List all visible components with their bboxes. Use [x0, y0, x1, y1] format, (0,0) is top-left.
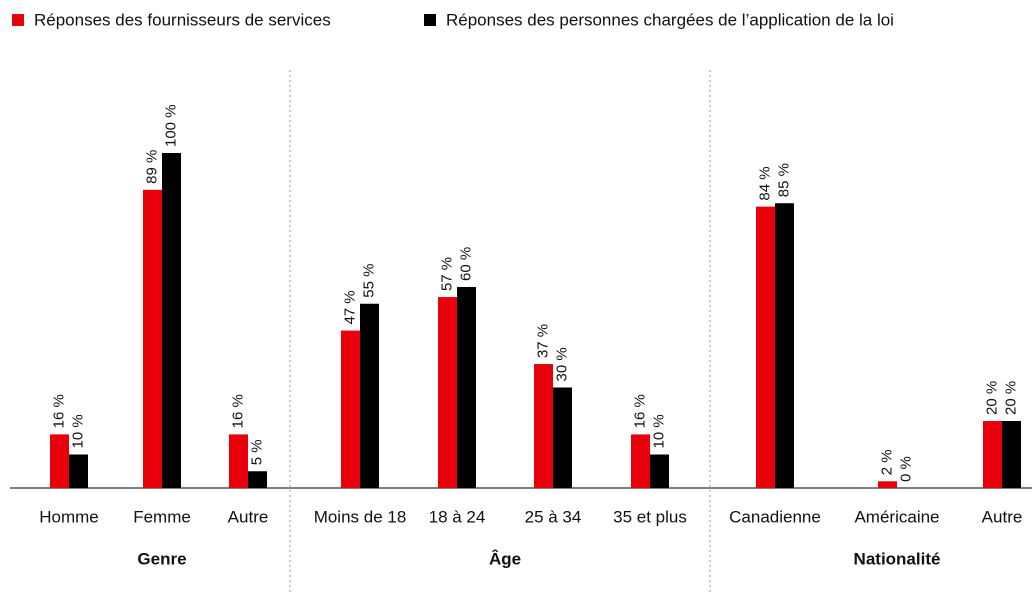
- value-label: 10 %: [650, 414, 667, 448]
- value-label: 16 %: [229, 394, 246, 428]
- group-label: Genre: [137, 549, 186, 568]
- value-label: 85 %: [775, 163, 792, 197]
- x-tick-label: Homme: [39, 507, 99, 526]
- value-label: 100 %: [162, 104, 179, 147]
- value-label: 55 %: [360, 264, 377, 298]
- value-label: 5 %: [248, 439, 265, 465]
- group-label: Nationalité: [854, 549, 941, 568]
- bar: [360, 303, 379, 488]
- bar: [775, 203, 794, 488]
- bar: [69, 454, 88, 488]
- value-label: 10 %: [69, 414, 86, 448]
- x-tick-label: Américaine: [854, 507, 939, 526]
- legend-label: Réponses des personnes chargées de l’app…: [446, 10, 894, 29]
- x-tick-label: Femme: [133, 507, 191, 526]
- bar: [162, 153, 181, 488]
- bar: [341, 330, 360, 488]
- bar: [534, 364, 553, 488]
- bar: [143, 189, 162, 488]
- x-tick-label: 25 à 34: [525, 507, 582, 526]
- value-label: 37 %: [534, 324, 551, 358]
- bar: [229, 434, 248, 488]
- legend-swatch: [424, 14, 436, 26]
- x-tick-label: 35 et plus: [613, 507, 687, 526]
- bar: [438, 297, 457, 488]
- bar: [50, 434, 69, 488]
- legend-swatch: [12, 14, 24, 26]
- bar: [553, 387, 572, 488]
- value-label: 20 %: [1002, 381, 1019, 415]
- group-label: Âge: [489, 549, 521, 568]
- bar: [457, 287, 476, 488]
- value-label: 47 %: [341, 290, 358, 324]
- value-label: 20 %: [983, 381, 1000, 415]
- x-tick-label: Autre: [982, 507, 1023, 526]
- bar: [1002, 421, 1021, 488]
- value-label: 16 %: [50, 394, 67, 428]
- bar: [756, 206, 775, 488]
- x-tick-label: Canadienne: [729, 507, 821, 526]
- value-label: 89 %: [143, 150, 160, 184]
- x-tick-label: Moins de 18: [314, 507, 407, 526]
- value-label: 0 %: [897, 456, 914, 482]
- x-tick-label: Autre: [228, 507, 269, 526]
- x-tick-label: 18 à 24: [429, 507, 486, 526]
- bar: [248, 471, 267, 488]
- bar: [983, 421, 1002, 488]
- value-label: 57 %: [438, 257, 455, 291]
- value-label: 60 %: [457, 247, 474, 281]
- value-label: 30 %: [553, 347, 570, 381]
- legend-label: Réponses des fournisseurs de services: [34, 10, 331, 29]
- bar: [650, 454, 669, 488]
- bar: [878, 481, 897, 488]
- value-label: 16 %: [631, 394, 648, 428]
- value-label: 2 %: [878, 449, 895, 475]
- bar: [631, 434, 650, 488]
- value-label: 84 %: [756, 166, 773, 200]
